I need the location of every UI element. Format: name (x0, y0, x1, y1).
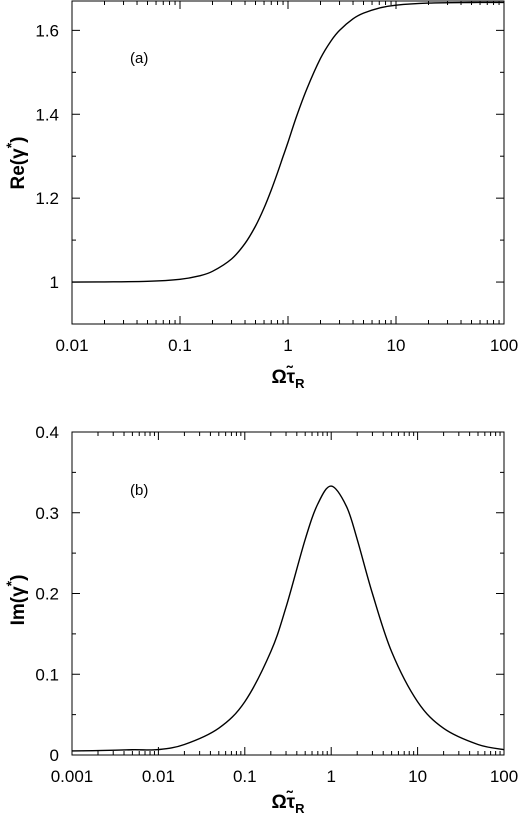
y-axis-label-b-end: ) (8, 575, 29, 581)
x-axis-label-b-sub: R (295, 801, 305, 816)
y-axis-label-a: Re(γ*) (3, 137, 29, 190)
x-tick-label-a: 100 (490, 336, 518, 355)
x-tick-label-b: 1 (326, 767, 335, 786)
re-gamma-curve (71, 1, 505, 283)
x-axis-label-b: Ωτ̃R (271, 790, 305, 816)
chart-panel-b: 0.001 0.01 0.1 1 10 100 0 0.1 0.2 0.3 0.4 (b) Ωτ̃R… (3, 423, 518, 816)
y-tick-label-b: 0 (50, 746, 59, 765)
x-axis-label-a-sub: R (295, 376, 305, 391)
y-axis-label-a-end: ) (8, 137, 29, 143)
x-tick-label-a: 0.1 (168, 336, 192, 355)
ticks-a (71, 1, 505, 325)
y-tick-label-b: 0.4 (35, 423, 59, 442)
tick-labels-a: 0.01 0.1 1 10 100 1 1.2 1.4 1.6 (35, 21, 518, 355)
panel-label-a: (a) (130, 50, 148, 67)
x-tick-label-b: 10 (408, 767, 427, 786)
x-axis-label-a: Ωτ̃R (271, 365, 305, 391)
y-tick-label-b: 0.2 (35, 585, 59, 604)
y-tick-label-a: 1.6 (35, 21, 59, 40)
y-axis-label-a-sup: * (3, 142, 19, 148)
y-tick-label-a: 1.2 (35, 189, 59, 208)
y-tick-label-b: 0.1 (35, 665, 59, 684)
x-tick-label-b: 100 (490, 767, 518, 786)
x-tick-label-a: 0.01 (55, 336, 88, 355)
tick-labels-b: 0.001 0.01 0.1 1 10 100 0 0.1 0.2 0.3 0.4 (35, 423, 518, 786)
ticks-b (71, 431, 505, 756)
x-axis-label-a-main: Ωτ̃ (271, 365, 295, 388)
im-gamma-curve (71, 485, 505, 752)
y-axis-label-b-sup: * (3, 580, 19, 586)
y-axis-label-b: Im(γ*) (3, 575, 29, 626)
y-tick-label-a: 1.4 (35, 105, 59, 124)
y-axis-label-b-main: Im(γ (8, 586, 29, 626)
x-tick-label-b: 0.1 (233, 767, 257, 786)
y-tick-label-b: 0.3 (35, 504, 59, 523)
y-tick-label-a: 1 (50, 273, 59, 292)
panel-label-b: (b) (130, 482, 148, 499)
x-tick-label-b: 0.001 (51, 767, 94, 786)
x-axis-label-b-main: Ωτ̃ (271, 790, 295, 813)
chart-panel-a: 0.01 0.1 1 10 100 1 1.2 1.4 1.6 (a) Ωτ̃R Re(γ*) (3, 0, 518, 391)
plot-frame-b (71, 431, 505, 756)
x-tick-label-a: 10 (387, 336, 406, 355)
x-tick-label-a: 1 (283, 336, 292, 355)
x-tick-label-b: 0.01 (142, 767, 175, 786)
y-axis-label-a-main: Re(γ (8, 148, 29, 190)
